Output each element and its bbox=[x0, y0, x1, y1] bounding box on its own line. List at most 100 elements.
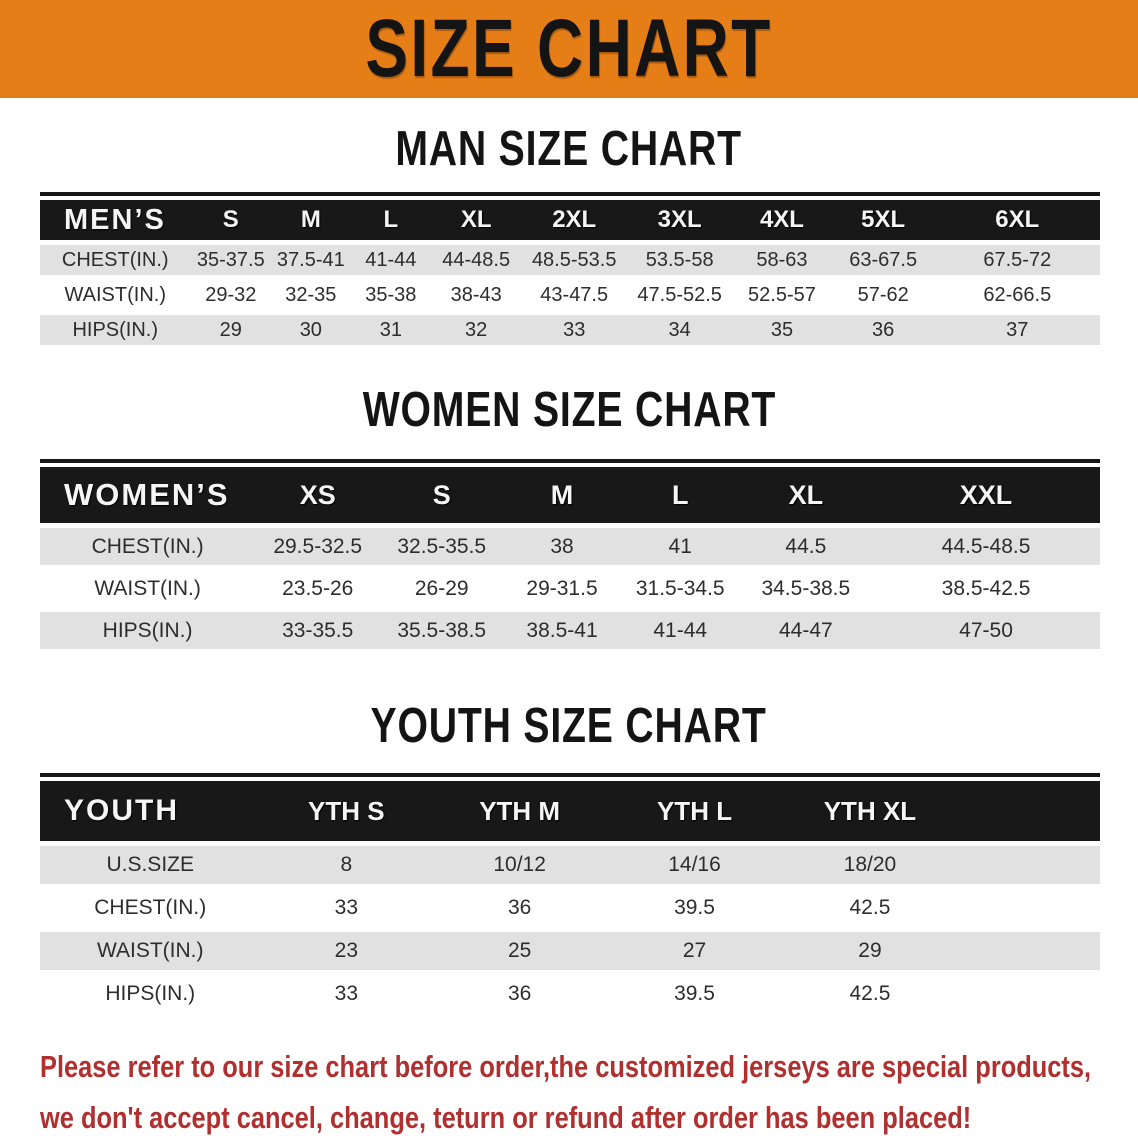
order-note-line-2: we don't accept cancel, change, teturn o… bbox=[40, 1100, 972, 1135]
measure-value-cell: 48.5-53.5 bbox=[521, 245, 628, 275]
measure-value-cell: 41-44 bbox=[350, 245, 432, 275]
measure-value-cell: 37 bbox=[934, 315, 1100, 345]
size-col-header: 6XL bbox=[934, 200, 1100, 240]
youth-size-table: YOUTH YTH S YTH M YTH L YTH XL U.S.SIZE 8 10/12… bbox=[40, 773, 1100, 1018]
measure-value-cell: 29 bbox=[190, 315, 272, 345]
women-heading: WOMEN SIZE CHART bbox=[0, 350, 1138, 435]
women-section: WOMEN SIZE CHART WOMEN’S XS S M L XL XXL CHEST(… bbox=[0, 350, 1138, 654]
table-row: CHEST(IN.) 35-37.5 37.5-41 41-44 44-48.5 48.5… bbox=[40, 245, 1100, 275]
table-row: CHEST(IN.) 29.5-32.5 32.5-35.5 38 41 44.5 44.5… bbox=[40, 528, 1100, 565]
size-col-header: YTH XL bbox=[781, 781, 958, 841]
measure-value-cell: 26-29 bbox=[380, 570, 504, 607]
measure-value-cell: 39.5 bbox=[607, 889, 782, 927]
measure-value-cell: 38.5-42.5 bbox=[872, 570, 1100, 607]
size-col-header: 4XL bbox=[732, 200, 832, 240]
measure-label-cell: HIPS(IN.) bbox=[40, 315, 191, 345]
youth-heading: YOUTH SIZE CHART bbox=[0, 654, 1138, 751]
men-heading: MAN SIZE CHART bbox=[0, 98, 1138, 174]
size-col-header: S bbox=[380, 467, 504, 523]
measure-value-cell: 42.5 bbox=[781, 889, 958, 927]
measure-value-cell: 36 bbox=[831, 315, 935, 345]
measure-value-cell: 30 bbox=[271, 315, 351, 345]
size-table: YOUTH YTH S YTH M YTH L YTH XL U.S.SIZE 8 10/12… bbox=[40, 776, 1100, 1018]
table-row: WAIST(IN.) 23.5-26 26-29 29-31.5 31.5-34.5 34… bbox=[40, 570, 1100, 607]
table-row: HIPS(IN.) 33 36 39.5 42.5 bbox=[40, 975, 1100, 1013]
order-note: Please refer to our size chart before or… bbox=[40, 1044, 1138, 1146]
measure-value-cell: 47.5-52.5 bbox=[627, 280, 733, 310]
measure-value-cell: 23 bbox=[260, 932, 433, 970]
measure-value-cell: 62-66.5 bbox=[934, 280, 1100, 310]
measure-value-cell: 34 bbox=[627, 315, 733, 345]
size-col-header: XL bbox=[431, 200, 522, 240]
measure-value-cell: 32 bbox=[431, 315, 522, 345]
measure-value-cell: 58-63 bbox=[732, 245, 832, 275]
measure-label-cell: WAIST(IN.) bbox=[40, 932, 261, 970]
measure-value-cell: 35-38 bbox=[350, 280, 432, 310]
table-row: CHEST(IN.) 33 36 39.5 42.5 bbox=[40, 889, 1100, 927]
measure-value-cell: 18/20 bbox=[781, 846, 958, 884]
size-table: MEN’S S M L XL 2XL 3XL 4XL 5XL 6XL CHEST(IN.) 35-37… bbox=[40, 195, 1100, 350]
page-title: SIZE CHART bbox=[365, 3, 773, 94]
measure-value-cell: 33 bbox=[260, 975, 433, 1013]
measure-value-cell: 31.5-34.5 bbox=[620, 570, 740, 607]
size-table: WOMEN’S XS S M L XL XXL CHEST(IN.) 29.5-32.5 32.5… bbox=[40, 462, 1100, 654]
measure-label-cell: HIPS(IN.) bbox=[40, 975, 261, 1013]
measure-value-cell: 44.5-48.5 bbox=[872, 528, 1100, 565]
size-col-header: M bbox=[503, 467, 621, 523]
measure-value-cell: 52.5-57 bbox=[732, 280, 832, 310]
measure-value-cell: 53.5-58 bbox=[627, 245, 733, 275]
filler-cell bbox=[957, 975, 1100, 1013]
measure-value-cell: 36 bbox=[432, 975, 608, 1013]
measure-value-cell: 34.5-38.5 bbox=[739, 570, 873, 607]
size-col-header: 5XL bbox=[831, 200, 935, 240]
measure-value-cell: 29-32 bbox=[190, 280, 272, 310]
women-size-table: WOMEN’S XS S M L XL XXL CHEST(IN.) 29.5-32.5 32.5… bbox=[40, 459, 1100, 654]
measure-value-cell: 41-44 bbox=[620, 612, 740, 649]
size-col-header: M bbox=[271, 200, 351, 240]
table-title-cell: YOUTH bbox=[40, 781, 261, 841]
measure-value-cell: 31 bbox=[350, 315, 432, 345]
banner: SIZE CHART bbox=[0, 0, 1138, 98]
measure-value-cell: 57-62 bbox=[831, 280, 935, 310]
size-col-header: L bbox=[620, 467, 740, 523]
measure-value-cell: 32.5-35.5 bbox=[380, 528, 504, 565]
measure-value-cell: 37.5-41 bbox=[271, 245, 351, 275]
men-size-table: MEN’S S M L XL 2XL 3XL 4XL 5XL 6XL CHEST(IN.) 35-37… bbox=[40, 192, 1100, 350]
measure-value-cell: 44.5 bbox=[739, 528, 873, 565]
measure-value-cell: 8 bbox=[260, 846, 433, 884]
measure-value-cell: 35 bbox=[732, 315, 832, 345]
measure-value-cell: 35.5-38.5 bbox=[380, 612, 504, 649]
size-col-header: 2XL bbox=[521, 200, 628, 240]
table-title-cell: WOMEN’S bbox=[40, 467, 256, 523]
measure-value-cell: 44-47 bbox=[739, 612, 873, 649]
measure-value-cell: 42.5 bbox=[781, 975, 958, 1013]
table-header-row: YOUTH YTH S YTH M YTH L YTH XL bbox=[40, 781, 1100, 841]
measure-value-cell: 38-43 bbox=[431, 280, 522, 310]
measure-label-cell: WAIST(IN.) bbox=[40, 280, 191, 310]
men-heading-text: MAN SIZE CHART bbox=[395, 122, 743, 176]
youth-section: YOUTH SIZE CHART YOUTH YTH S YTH M YTH L YTH… bbox=[0, 654, 1138, 1018]
table-title-cell: MEN’S bbox=[40, 200, 191, 240]
measure-value-cell: 38 bbox=[503, 528, 621, 565]
measure-value-cell: 29 bbox=[781, 932, 958, 970]
order-note-line-1: Please refer to our size chart before or… bbox=[40, 1049, 1092, 1084]
measure-value-cell: 23.5-26 bbox=[255, 570, 381, 607]
table-header-row: WOMEN’S XS S M L XL XXL bbox=[40, 467, 1100, 523]
filler-cell bbox=[957, 846, 1100, 884]
table-row: HIPS(IN.) 33-35.5 35.5-38.5 38.5-41 41-44 44-… bbox=[40, 612, 1100, 649]
size-col-header: L bbox=[350, 200, 432, 240]
measure-value-cell: 10/12 bbox=[432, 846, 608, 884]
measure-value-cell: 33 bbox=[521, 315, 628, 345]
measure-value-cell: 27 bbox=[607, 932, 782, 970]
youth-heading-text: YOUTH SIZE CHART bbox=[370, 699, 768, 753]
measure-value-cell: 29.5-32.5 bbox=[255, 528, 381, 565]
size-col-header: YTH L bbox=[607, 781, 782, 841]
measure-value-cell: 43-47.5 bbox=[521, 280, 628, 310]
size-col-header: XS bbox=[255, 467, 381, 523]
measure-value-cell: 39.5 bbox=[607, 975, 782, 1013]
measure-value-cell: 14/16 bbox=[607, 846, 782, 884]
measure-label-cell: CHEST(IN.) bbox=[40, 889, 261, 927]
measure-value-cell: 33 bbox=[260, 889, 433, 927]
measure-value-cell: 36 bbox=[432, 889, 608, 927]
